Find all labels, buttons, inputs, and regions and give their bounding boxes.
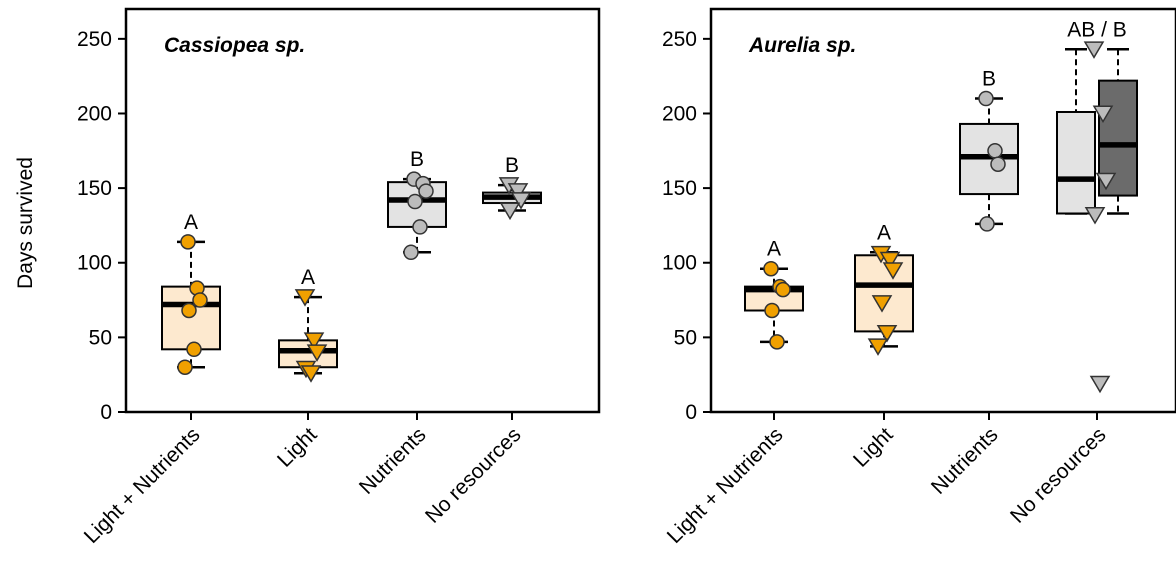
significance-letter: A — [767, 238, 781, 261]
significance-letter: A — [877, 221, 891, 244]
y-tick-label: 100 — [77, 252, 112, 275]
data-point-triangle — [879, 251, 901, 270]
data-point-circle — [979, 216, 995, 232]
significance-letter: B — [982, 68, 996, 91]
y-axis-label: Days survived — [14, 157, 37, 289]
data-point-triangle — [1095, 172, 1117, 191]
data-point-circle — [763, 260, 779, 277]
panel-title: Cassiopea sp. — [164, 34, 305, 57]
data-point-circle — [990, 156, 1006, 172]
significance-letter: AB / B — [1067, 18, 1127, 41]
data-point-circle — [180, 234, 196, 250]
data-point-circle — [186, 341, 202, 358]
data-point-triangle — [1084, 207, 1106, 225]
x-tick-label: No resources — [1006, 423, 1111, 528]
data-point-circle — [181, 302, 197, 319]
data-point-triangle — [303, 332, 325, 350]
significance-letter: B — [410, 148, 424, 171]
x-tick-label: Nutrients — [927, 423, 1003, 499]
x-tick-label: Light + Nutrients — [80, 423, 205, 548]
data-point-circle — [764, 302, 780, 319]
x-tick-label: Nutrients — [355, 423, 431, 499]
data-point-circle — [403, 244, 419, 261]
data-point-triangle — [499, 202, 521, 221]
significance-letter: B — [505, 154, 519, 177]
data-point-circle — [192, 292, 208, 308]
significance-letter: A — [184, 211, 198, 234]
y-tick-label: 100 — [662, 252, 697, 275]
data-point-circle — [412, 219, 428, 235]
data-point-triangle — [507, 183, 529, 201]
data-point-triangle — [871, 295, 893, 313]
data-point-triangle — [1089, 375, 1111, 394]
data-point-triangle — [867, 338, 889, 356]
data-point-triangle — [300, 365, 322, 383]
data-point-circle — [407, 193, 423, 210]
box-iqr — [1056, 110, 1096, 215]
y-tick-label: 150 — [77, 177, 112, 200]
y-tick-label: 0 — [100, 401, 112, 424]
y-tick-label: 50 — [674, 326, 697, 349]
panel-title: Aurelia sp. — [748, 34, 856, 57]
panel-aurelia: 0 50 100 150 200 250 Aurelia sp. Light + Nutrie… — [662, 7, 1176, 548]
significance-letter: A — [301, 266, 315, 289]
data-point-circle — [418, 183, 434, 199]
x-tick-label: No resources — [421, 423, 526, 528]
x-tick-label: Light — [849, 423, 898, 472]
y-tick-label: 200 — [77, 102, 112, 125]
box-iqr — [854, 254, 914, 333]
data-point-triangle — [510, 192, 532, 210]
data-point-triangle — [306, 344, 328, 362]
data-point-circle — [177, 359, 193, 375]
y-tick-label: 250 — [662, 28, 697, 51]
data-point-triangle — [876, 324, 898, 343]
plot-frame — [709, 7, 1176, 414]
y-tick-label: 200 — [662, 102, 697, 125]
panel-cassiopea: 0 50 100 150 200 250 Cassiopea sp. Light + Nutr… — [77, 7, 601, 548]
x-tick-label: Light — [273, 423, 322, 472]
data-point-circle — [987, 143, 1003, 159]
y-tick-label: 250 — [77, 28, 112, 51]
plot-frame — [124, 7, 601, 414]
data-point-circle — [978, 90, 994, 107]
x-tick-label: Light + Nutrients — [663, 423, 788, 548]
data-point-triangle — [882, 262, 904, 280]
data-point-triangle — [1092, 105, 1114, 124]
data-point-circle — [775, 281, 791, 298]
y-tick-label: 150 — [662, 177, 697, 200]
data-point-triangle — [1083, 41, 1105, 59]
y-tick-label: 50 — [89, 326, 112, 349]
data-point-triangle — [294, 289, 316, 307]
y-tick-label: 0 — [685, 401, 697, 424]
data-point-circle — [769, 334, 785, 350]
